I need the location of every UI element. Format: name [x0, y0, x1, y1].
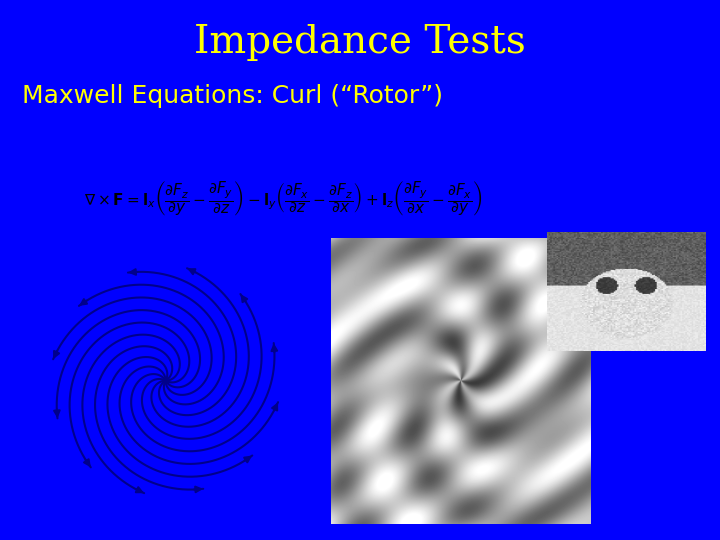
Text: $\nabla \times \mathbf{F} = \mathbf{l}_x\left(\dfrac{\partial F_z}{\partial y} -: $\nabla \times \mathbf{F} = \mathbf{l}_x…: [84, 179, 483, 218]
Text: Maxwell Equations: Curl (“Rotor”): Maxwell Equations: Curl (“Rotor”): [22, 84, 443, 107]
Text: Impedance Tests: Impedance Tests: [194, 24, 526, 62]
